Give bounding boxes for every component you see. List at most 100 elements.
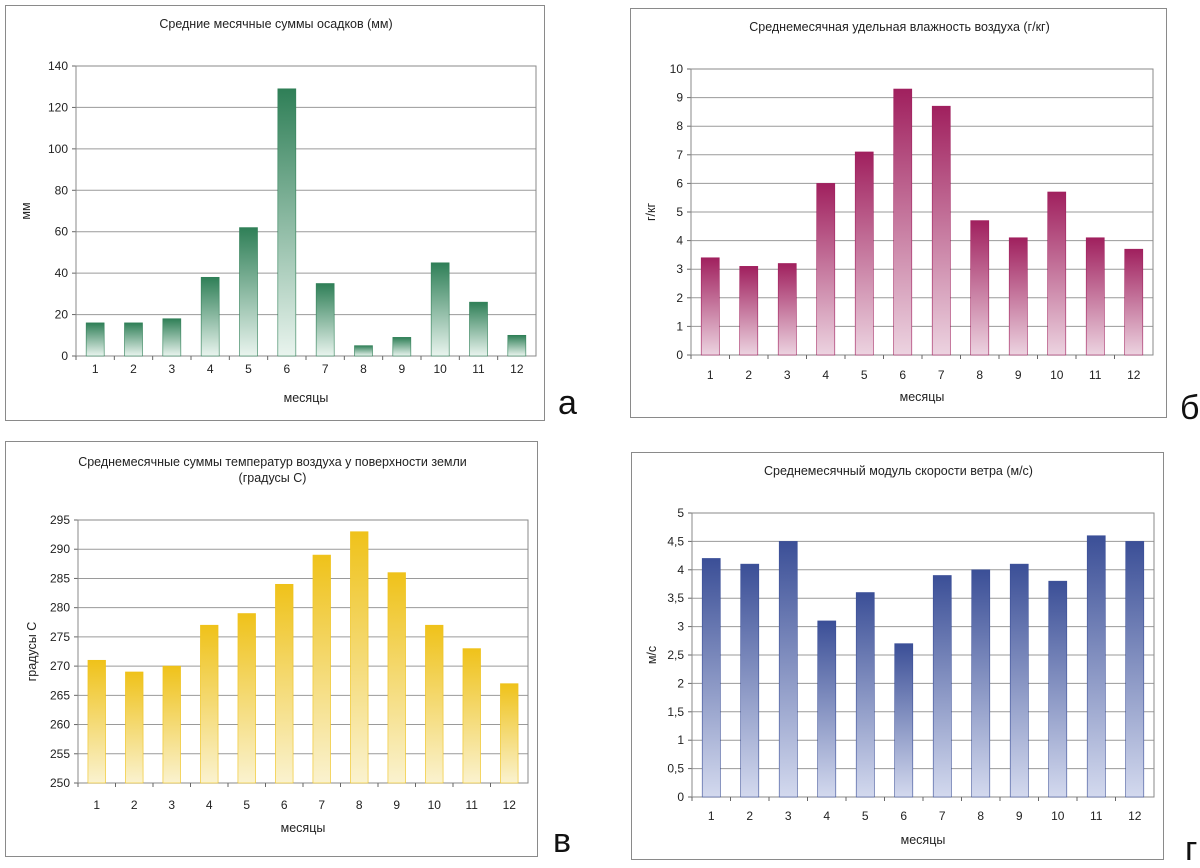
x-tick-label: 3 [784, 368, 791, 382]
y-axis-label: м/с [645, 646, 659, 664]
bar [354, 345, 373, 357]
y-tick-label: 0,5 [667, 762, 684, 776]
x-tick-label: 1 [707, 368, 714, 382]
x-tick-label: 3 [785, 809, 792, 823]
bar [1086, 535, 1106, 798]
bar [350, 531, 369, 784]
bar [462, 648, 481, 784]
bar [932, 575, 952, 798]
panel-letter-g: г [1185, 830, 1198, 868]
y-tick-label: 40 [55, 266, 69, 280]
x-tick-label: 4 [822, 368, 829, 382]
chart-title: Среднемесячная удельная влажность воздух… [749, 20, 1050, 34]
y-axis-label: г/кг [644, 203, 658, 222]
y-axis-label: мм [19, 202, 33, 219]
y-tick-label: 255 [50, 747, 70, 761]
precipitation-chart-panel: Средние месячные суммы осадков (мм) 0 20 40… [5, 5, 545, 421]
bar [239, 227, 258, 357]
plot-area [75, 65, 537, 357]
bar [893, 88, 913, 356]
bar [200, 624, 219, 784]
bar [387, 572, 406, 784]
x-tick-label: 10 [428, 798, 442, 812]
x-tick-label: 2 [746, 809, 753, 823]
y-tick-label: 10 [670, 62, 684, 76]
x-tick-label: 9 [1015, 368, 1022, 382]
y-tick-label: 3 [676, 262, 683, 276]
x-tick-label: 12 [510, 362, 524, 376]
bar [931, 105, 951, 356]
bar [162, 665, 181, 784]
y-tick-label: 3 [677, 620, 684, 634]
y-tick-label: 5 [677, 506, 684, 520]
temperature-chart-panel: Среднемесячные суммы температур воздуха … [5, 441, 538, 857]
panel-letter-b: б [1180, 389, 1200, 427]
y-tick-label: 290 [50, 542, 70, 556]
x-tick-label: 8 [356, 798, 363, 812]
bar [700, 257, 720, 356]
x-tick-label: 5 [245, 362, 252, 376]
x-tick-label: 12 [1127, 368, 1141, 382]
bar [124, 322, 143, 357]
x-tick-label: 6 [283, 362, 290, 376]
y-tick-label: 0 [676, 348, 683, 362]
x-tick-label: 7 [938, 368, 945, 382]
humidity-chart-panel: Среднемесячная удельная влажность воздух… [630, 8, 1167, 418]
x-axis-label: месяцы [281, 821, 326, 835]
y-tick-label: 140 [48, 59, 68, 73]
y-tick-label: 2,5 [667, 648, 684, 662]
y-tick-label: 280 [50, 601, 70, 615]
x-tick-label: 7 [939, 809, 946, 823]
x-axis-label: месяцы [901, 833, 946, 847]
plot-area [77, 519, 529, 784]
x-tick-label: 2 [131, 798, 138, 812]
bar [125, 671, 144, 784]
x-tick-label: 11 [1090, 809, 1103, 823]
bar [312, 554, 331, 784]
x-tick-label: 8 [977, 809, 984, 823]
bar [425, 624, 444, 784]
bar [701, 558, 721, 798]
bar [1008, 237, 1028, 356]
bar [1009, 563, 1029, 798]
bar [1085, 237, 1105, 356]
x-tick-label: 12 [503, 798, 517, 812]
x-tick-label: 7 [322, 362, 329, 376]
y-tick-label: 3,5 [667, 591, 684, 605]
y-tick-label: 4,5 [667, 534, 684, 548]
bar [778, 541, 798, 798]
bar [277, 88, 297, 357]
y-tick-label: 4 [676, 234, 683, 248]
x-tick-label: 2 [745, 368, 752, 382]
y-tick-label: 2 [677, 676, 684, 690]
y-tick-label: 5 [676, 205, 683, 219]
bar [817, 620, 837, 798]
y-tick-label: 2 [676, 291, 683, 305]
y-tick-label: 270 [50, 659, 70, 673]
x-tick-label: 12 [1128, 809, 1142, 823]
chart-title: (градусы С) [239, 471, 307, 485]
panel-letter-a: а [558, 384, 577, 422]
x-tick-label: 8 [976, 368, 983, 382]
y-tick-label: 1 [676, 319, 683, 333]
x-tick-label: 1 [92, 362, 99, 376]
y-tick-label: 275 [50, 630, 70, 644]
bar [854, 151, 874, 356]
bar [315, 283, 335, 357]
wind-chart-panel: Среднемесячный модуль скорости ветра (м/… [631, 452, 1164, 860]
y-tick-label: 7 [676, 148, 683, 162]
bar [816, 183, 836, 356]
y-tick-label: 4 [677, 563, 684, 577]
bar [894, 643, 914, 798]
y-tick-label: 8 [676, 119, 683, 133]
bar [87, 659, 106, 784]
y-tick-label: 265 [50, 688, 70, 702]
chart-title: Среднемесячные суммы температур воздуха … [78, 455, 467, 469]
x-tick-label: 5 [862, 809, 869, 823]
y-tick-label: 60 [55, 225, 69, 239]
y-tick-label: 20 [55, 308, 69, 322]
bar [237, 613, 256, 784]
x-tick-label: 10 [433, 362, 447, 376]
y-tick-label: 250 [50, 776, 70, 790]
bar [777, 263, 797, 356]
